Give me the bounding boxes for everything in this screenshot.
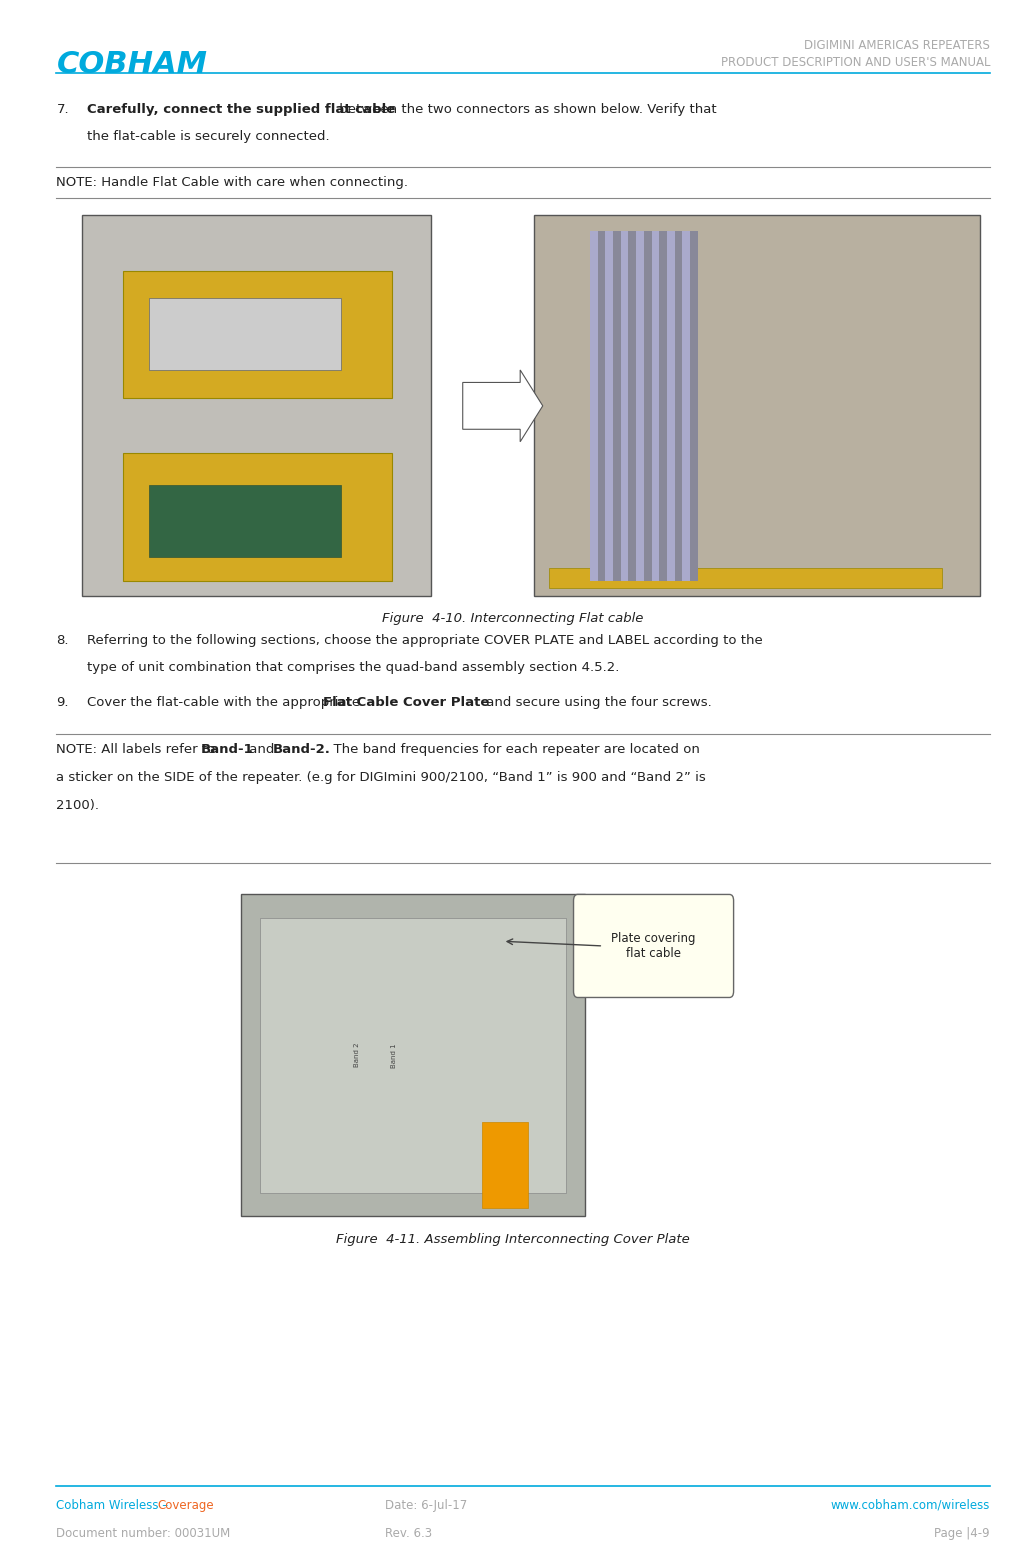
Text: Coverage: Coverage (158, 1499, 214, 1511)
FancyBboxPatch shape (590, 231, 597, 581)
FancyBboxPatch shape (667, 231, 675, 581)
Text: Figure  4-11. Assembling Interconnecting Cover Plate: Figure 4-11. Assembling Interconnecting … (337, 1233, 689, 1246)
FancyBboxPatch shape (82, 215, 431, 596)
Text: the flat-cable is securely connected.: the flat-cable is securely connected. (87, 131, 329, 144)
Text: Cover the flat-cable with the appropriate: Cover the flat-cable with the appropriat… (87, 696, 364, 709)
FancyBboxPatch shape (636, 231, 644, 581)
FancyArrow shape (463, 370, 543, 442)
FancyBboxPatch shape (149, 485, 341, 557)
FancyBboxPatch shape (659, 231, 667, 581)
Text: and secure using the four screws.: and secure using the four screws. (482, 696, 712, 709)
FancyBboxPatch shape (682, 231, 689, 581)
Text: type of unit combination that comprises the quad-band assembly section 4.5.2.: type of unit combination that comprises … (87, 662, 620, 674)
FancyBboxPatch shape (482, 1122, 528, 1208)
FancyBboxPatch shape (149, 298, 341, 370)
FancyBboxPatch shape (123, 453, 392, 581)
Text: The band frequencies for each repeater are located on: The band frequencies for each repeater a… (325, 743, 700, 756)
Text: Figure  4-10. Interconnecting Flat cable: Figure 4-10. Interconnecting Flat cable (383, 612, 643, 624)
Text: and: and (245, 743, 279, 756)
FancyBboxPatch shape (628, 231, 636, 581)
Text: Page |4-9: Page |4-9 (935, 1527, 990, 1539)
FancyBboxPatch shape (549, 568, 942, 588)
Text: Band 1: Band 1 (392, 1043, 397, 1068)
FancyBboxPatch shape (675, 231, 682, 581)
Text: 9.: 9. (56, 696, 69, 709)
Text: Band-2.: Band-2. (273, 743, 331, 756)
Text: a sticker on the SIDE of the repeater. (e.g for DIGImini 900/2100, “Band 1” is 9: a sticker on the SIDE of the repeater. (… (56, 771, 706, 784)
Text: DIGIMINI AMERICAS REPEATERS: DIGIMINI AMERICAS REPEATERS (804, 39, 990, 52)
FancyBboxPatch shape (605, 231, 614, 581)
FancyBboxPatch shape (241, 894, 585, 1216)
Text: Cobham Wireless –: Cobham Wireless – (56, 1499, 172, 1511)
Text: 2100).: 2100). (56, 799, 100, 812)
Text: between the two connectors as shown below. Verify that: between the two connectors as shown belo… (334, 103, 716, 116)
Text: Document number: 00031UM: Document number: 00031UM (56, 1527, 231, 1539)
FancyBboxPatch shape (597, 231, 605, 581)
Text: Carefully, connect the supplied flat cable: Carefully, connect the supplied flat cab… (87, 103, 395, 116)
Text: Flat Cable Cover Plate: Flat Cable Cover Plate (323, 696, 489, 709)
FancyBboxPatch shape (621, 231, 628, 581)
FancyBboxPatch shape (123, 270, 392, 398)
FancyBboxPatch shape (690, 231, 698, 581)
Text: NOTE: Handle Flat Cable with care when connecting.: NOTE: Handle Flat Cable with care when c… (56, 176, 408, 189)
Text: NOTE: All labels refer to: NOTE: All labels refer to (56, 743, 220, 756)
Text: www.cobham.com/wireless: www.cobham.com/wireless (831, 1499, 990, 1511)
FancyBboxPatch shape (260, 918, 566, 1193)
Text: 8.: 8. (56, 634, 69, 646)
FancyBboxPatch shape (534, 215, 980, 596)
Text: Referring to the following sections, choose the appropriate COVER PLATE and LABE: Referring to the following sections, cho… (87, 634, 763, 646)
Text: Rev. 6.3: Rev. 6.3 (385, 1527, 432, 1539)
FancyBboxPatch shape (644, 231, 652, 581)
Text: Plate covering
flat cable: Plate covering flat cable (611, 932, 696, 960)
FancyBboxPatch shape (652, 231, 659, 581)
Text: Date: 6-Jul-17: Date: 6-Jul-17 (385, 1499, 467, 1511)
FancyBboxPatch shape (574, 894, 734, 997)
Text: 7.: 7. (56, 103, 69, 116)
Text: Band 2: Band 2 (354, 1043, 359, 1068)
Text: PRODUCT DESCRIPTION AND USER'S MANUAL: PRODUCT DESCRIPTION AND USER'S MANUAL (720, 56, 990, 69)
Text: COBHAM: COBHAM (56, 50, 207, 80)
Text: Band-1: Band-1 (201, 743, 253, 756)
FancyBboxPatch shape (614, 231, 621, 581)
